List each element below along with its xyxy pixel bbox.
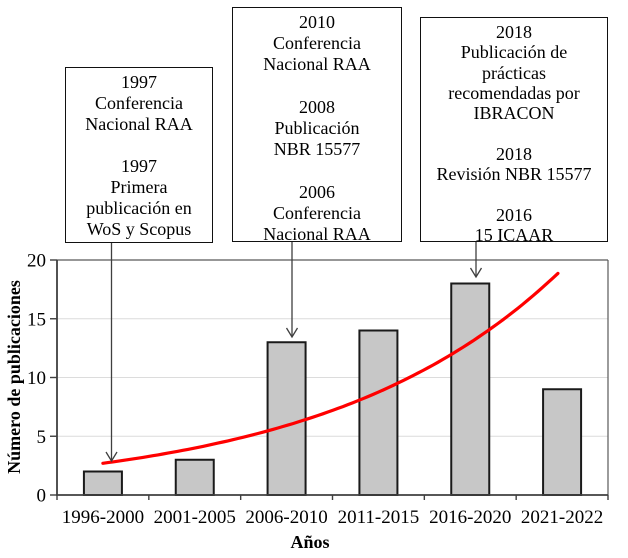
- y-tick-label: 0: [37, 486, 47, 507]
- annotation-line: 2018: [496, 22, 532, 42]
- x-tick-label: 2006-2010: [245, 507, 327, 528]
- annotation-line: Revisión NBR 15577: [436, 164, 592, 185]
- x-tick-label: 2011-2015: [338, 507, 420, 528]
- annotation-spacer: [421, 184, 607, 204]
- y-axis-title: Número de publicaciones: [4, 280, 24, 474]
- annotation-arrows: [105, 242, 483, 463]
- annotation-line: Publicación: [274, 117, 360, 138]
- bar-2006-2010: [266, 341, 307, 496]
- annotation-line: recomendadas por: [448, 82, 580, 103]
- annotation-line: 1997: [121, 72, 157, 92]
- annotation-line: Conferencia: [273, 33, 361, 54]
- annotation-line: prácticas: [482, 62, 546, 83]
- annotation-spacer: [233, 160, 401, 181]
- arrow-head: [469, 267, 483, 279]
- annotation-line: Publicación de: [460, 42, 568, 63]
- tick-labels: 0 5 10 15 20 1996-2000 2001-2005 2006-2010 2011-…: [27, 251, 603, 529]
- annotation-line: 2006: [299, 181, 335, 202]
- annotation-box-2016-2020: 2018 Publicación de prácticas recomendadas …: [420, 17, 608, 245]
- annotation-line: 2008: [299, 96, 335, 117]
- annotation-box-1996-2000: 1997 Conferencia Nacional RAA 1997 Primera pu…: [65, 67, 213, 243]
- arrow-head: [285, 327, 299, 339]
- trend-line: [101, 271, 560, 465]
- annotation-line: Conferencia: [95, 93, 183, 113]
- annotation-line: 1997: [121, 156, 157, 176]
- bar-2021-2022: [542, 388, 583, 496]
- annotation-line: 2010: [299, 12, 335, 32]
- annotation-line: 15 ICAAR: [474, 224, 554, 245]
- x-tick-label: 2001-2005: [154, 507, 236, 528]
- y-tick-label: 20: [27, 251, 46, 272]
- x-tick-label: 1996-2000: [62, 507, 144, 528]
- bar-2001-2005: [174, 458, 215, 496]
- annotation-box-2006-2010: 2010 Conferencia Nacional RAA 2008 Publicaci…: [232, 7, 402, 244]
- annotation-line: Nacional RAA: [85, 114, 193, 134]
- y-tick-label: 10: [27, 368, 46, 389]
- annotation-line: Primera: [110, 177, 168, 197]
- x-axis-title: Años: [290, 532, 329, 552]
- annotation-line: 2018: [496, 143, 532, 164]
- x-tick-label: 2021-2022: [521, 507, 603, 528]
- axes: [50, 259, 609, 500]
- annotation-line: Nacional RAA: [263, 223, 371, 244]
- bar-2011-2015: [358, 329, 399, 496]
- annotation-line: publicación en: [86, 198, 192, 218]
- bars: [82, 282, 583, 496]
- gridlines: [57, 318, 608, 437]
- y-tick-label: 15: [27, 309, 46, 330]
- annotation-line: Conferencia: [273, 202, 361, 223]
- annotation-line: WoS y Scopus: [86, 219, 192, 239]
- annotation-spacer: [233, 76, 401, 97]
- bar-2016-2020: [450, 282, 491, 496]
- bar-1996-2000: [82, 470, 123, 496]
- arrow-head: [105, 451, 118, 463]
- trend-line-layer: [101, 271, 560, 465]
- annotation-spacer: [421, 123, 607, 143]
- annotation-line: NBR 15577: [273, 139, 361, 160]
- annotation-spacer: [66, 135, 212, 156]
- annotation-line: Nacional RAA: [263, 54, 371, 75]
- annotation-line: IBRACON: [473, 103, 555, 124]
- y-tick-label: 5: [37, 427, 47, 448]
- annotation-line: 2016: [496, 204, 532, 225]
- x-tick-label: 2016-2020: [429, 507, 511, 528]
